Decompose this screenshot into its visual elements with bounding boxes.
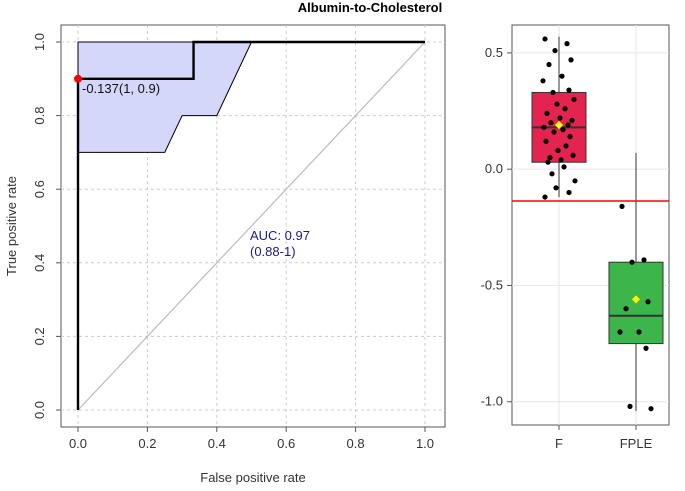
mean-marker-fple xyxy=(631,295,641,304)
data-point-f xyxy=(545,159,551,165)
roc-diagonal xyxy=(77,41,426,411)
mean-marker-f xyxy=(554,120,564,130)
chart-title: Albumin-to-Cholesterol xyxy=(298,0,442,15)
box-y-tick-label: -1.0 xyxy=(481,394,503,409)
y-axis-title: True positive rate xyxy=(4,176,19,276)
data-point-fple xyxy=(629,259,635,265)
data-point-f xyxy=(572,178,578,184)
data-point-fple xyxy=(617,329,623,335)
data-point-f xyxy=(561,164,567,170)
data-point-f xyxy=(554,101,560,107)
data-point-f xyxy=(568,57,574,63)
data-point-f xyxy=(569,117,575,123)
data-point-f xyxy=(564,41,570,47)
data-point-f xyxy=(566,87,572,93)
data-point-f xyxy=(558,157,564,163)
auc-ci-label: (0.88-1) xyxy=(250,244,296,259)
data-point-f xyxy=(553,185,559,191)
data-point-f xyxy=(562,106,568,112)
data-point-fple xyxy=(643,345,649,351)
y-tick-label: 1.0 xyxy=(32,33,47,51)
optimal-point-label: -0.137(1, 0.9) xyxy=(82,81,160,96)
data-point-f xyxy=(549,171,555,177)
data-point-fple xyxy=(636,329,642,335)
data-point-f xyxy=(540,78,546,84)
data-point-f xyxy=(550,89,556,96)
roc-ci-fill xyxy=(78,42,252,153)
box-marks xyxy=(512,36,669,412)
data-point-f xyxy=(555,147,561,154)
data-point-fple xyxy=(619,203,625,209)
roc-ci-lower-line xyxy=(78,41,252,153)
y-tick-label: 0.8 xyxy=(32,107,47,125)
roc-curve-line xyxy=(76,40,425,410)
auc-label: AUC: 0.97 xyxy=(250,228,310,243)
data-point-f xyxy=(548,120,554,126)
data-point-f xyxy=(560,127,566,133)
y-tick-label: 0.0 xyxy=(32,401,47,419)
data-point-f xyxy=(551,129,557,135)
x-tick-label: 0.8 xyxy=(347,436,365,451)
data-point-f xyxy=(547,154,553,161)
data-point-f xyxy=(570,152,576,158)
data-point-f xyxy=(543,138,549,144)
roc-ticks: 0.0 0.2 0.4 0.6 0.8 1.0 0.0 0.2 0.4 0.6 0.8 1.0 xyxy=(32,33,434,451)
box-ticks: 0.5 0.0 -0.5 -1.0 F FPLE xyxy=(481,45,653,451)
data-point-fple xyxy=(648,406,654,412)
data-point-f xyxy=(544,110,550,116)
data-point-fple xyxy=(627,403,633,409)
data-point-fple xyxy=(645,299,651,305)
roc-curve-group: -0.137(1, 0.9) xyxy=(74,40,425,410)
x-tick-label: 0.0 xyxy=(69,436,87,451)
y-tick-label: 0.2 xyxy=(32,327,47,345)
data-point-fple xyxy=(641,257,647,263)
y-tick-label: 0.6 xyxy=(32,180,47,198)
box-y-tick-label: -0.5 xyxy=(481,277,503,292)
box-plot-border xyxy=(511,24,670,426)
optimal-point xyxy=(74,74,82,83)
roc-panel: -0.137(1, 0.9) 0.0 0.2 0.4 0.6 0.8 1.00.00.20… xyxy=(4,24,446,485)
box-panel: 0.5 0.0 -0.5 -1.0 F FPLE xyxy=(481,24,670,451)
data-point-f xyxy=(542,36,548,42)
data-point-f xyxy=(557,115,563,121)
box-y-tick-label: 0.0 xyxy=(485,161,503,176)
x-tick-label: 0.4 xyxy=(208,436,226,451)
data-point-f xyxy=(542,194,548,200)
x-tick-label: 0.2 xyxy=(138,436,156,451)
data-point-f xyxy=(567,134,573,140)
data-point-f xyxy=(566,189,572,196)
data-point-f xyxy=(563,143,569,149)
box-x-tick-label: FPLE xyxy=(620,436,653,451)
roc-diagonal-line xyxy=(77,41,426,411)
box-y-tick-label: 0.5 xyxy=(485,45,503,60)
data-point-f xyxy=(546,61,552,68)
data-point-f xyxy=(571,96,577,103)
data-point-fple xyxy=(623,306,629,312)
box-x-tick-label: F xyxy=(555,436,563,451)
x-axis-title: False positive rate xyxy=(200,470,306,485)
data-point-f xyxy=(559,73,565,79)
x-tick-label: 0.6 xyxy=(277,436,295,451)
x-tick-label: 1.0 xyxy=(416,436,434,451)
data-point-f xyxy=(552,47,558,54)
data-point-f xyxy=(565,122,571,128)
y-tick-label: 0.4 xyxy=(32,254,47,272)
data-point-f xyxy=(541,124,547,130)
